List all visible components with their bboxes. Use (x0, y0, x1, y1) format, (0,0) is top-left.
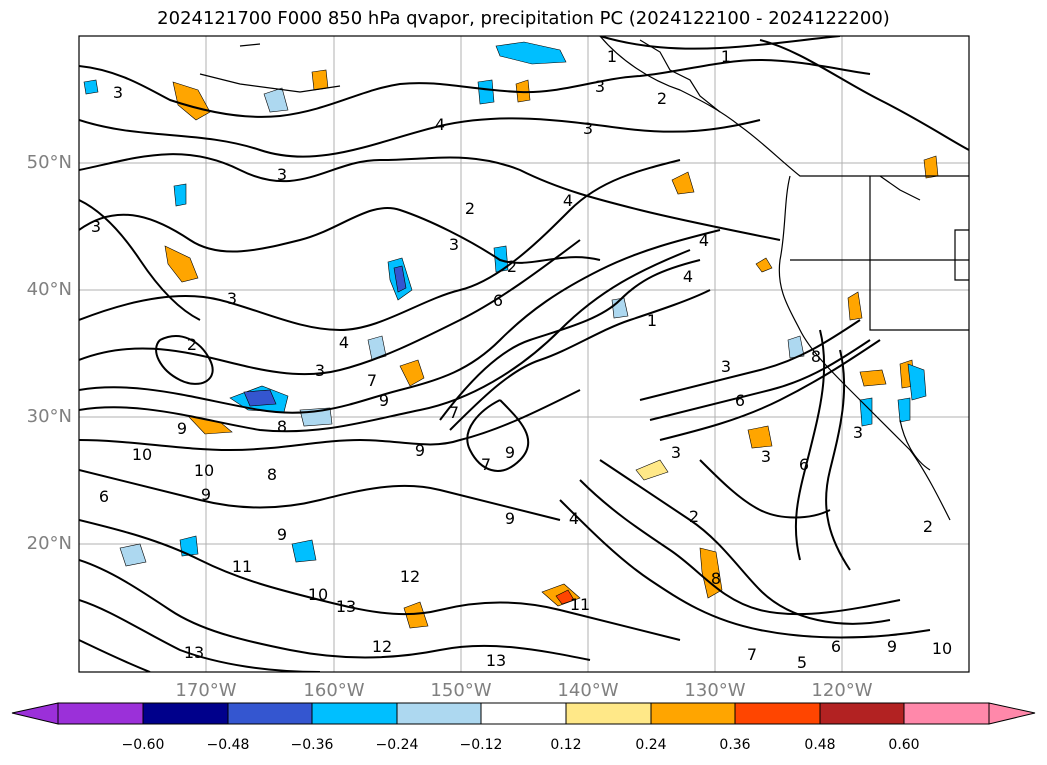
lat-label: 30°N (26, 406, 72, 427)
contour-label: 5 (797, 653, 807, 672)
contour-label: 9 (201, 485, 211, 504)
colorbar-tick: 0.36 (719, 737, 751, 753)
contour-label: 9 (505, 443, 515, 462)
contour-label: 11 (232, 557, 252, 576)
contour-label: 6 (831, 637, 841, 656)
map-title: 2024121700 F000 850 hPa qvapor, precipit… (157, 8, 890, 29)
contour-label: 3 (91, 217, 101, 236)
lon-label: 170°W (175, 680, 237, 701)
colorbar (11, 702, 1036, 725)
contour-label: 1 (647, 311, 657, 330)
contour-label: 7 (367, 371, 377, 390)
contour-label: 2 (465, 199, 475, 218)
contour-label: 8 (267, 465, 277, 484)
colorbar-tick: 0.60 (888, 737, 920, 753)
contour-label: 2 (689, 507, 699, 526)
contour-label: 6 (99, 487, 109, 506)
contour-label: 9 (277, 525, 287, 544)
contour-label: 1 (607, 47, 617, 66)
gridlines (79, 36, 969, 672)
lat-label: 40°N (26, 279, 72, 300)
lon-label: 150°W (430, 680, 492, 701)
contour-label: 7 (481, 455, 491, 474)
lon-label: 140°W (557, 680, 619, 701)
contour-label: 4 (699, 231, 709, 250)
contour-label: 9 (415, 441, 425, 460)
contour-label: 11 (570, 595, 590, 614)
contour-label: 13 (184, 643, 204, 662)
contour-label: 9 (887, 637, 897, 656)
colorbar-tick: −0.60 (121, 737, 165, 753)
contour-label: 3 (113, 83, 123, 102)
contour-label: 3 (449, 235, 459, 254)
contour-labels: 3 3 4 3 3 1 1 2 2 6 4 4 3 2 3 3 9 7 8 9 … (91, 47, 952, 672)
contour-label: 8 (277, 417, 287, 436)
contour-label: 4 (683, 267, 693, 286)
contour-label: 10 (308, 585, 328, 604)
contour-label: 4 (435, 115, 445, 134)
contour-label: 3 (315, 361, 325, 380)
contour-label: 9 (379, 391, 389, 410)
contour-label: 3 (853, 423, 863, 442)
plot-frame (78, 35, 970, 673)
contour-label: 12 (372, 637, 392, 656)
contour-label: 2 (923, 517, 933, 536)
colorbar-tick: −0.24 (375, 737, 419, 753)
lon-label: 120°W (811, 680, 873, 701)
contour-label: 10 (932, 639, 952, 658)
contour-label: 4 (563, 191, 573, 210)
lat-label: 20°N (26, 533, 72, 554)
contour-label: 8 (811, 347, 821, 366)
contour-label: 7 (449, 403, 459, 422)
colorbar-tick: −0.48 (206, 737, 250, 753)
map-plot-area: 3 3 4 3 3 1 1 2 2 6 4 4 3 2 3 3 9 7 8 9 … (79, 36, 969, 672)
contour-label: 10 (194, 461, 214, 480)
contour-label: 13 (336, 597, 356, 616)
contour-label: 3 (721, 357, 731, 376)
contour-label: 3 (595, 77, 605, 96)
contour-label: 2 (187, 335, 197, 354)
contour-label: 3 (583, 119, 593, 138)
contour-label: 3 (277, 165, 287, 184)
contour-label: 9 (177, 419, 187, 438)
contour-label: 6 (799, 455, 809, 474)
contour-label: 6 (735, 391, 745, 410)
qvapor-contours (79, 36, 969, 672)
contour-label: 4 (339, 333, 349, 352)
contour-label: 3 (761, 447, 771, 466)
contour-label: 13 (486, 651, 506, 670)
contour-label: 4 (569, 509, 579, 528)
coastlines (199, 36, 969, 521)
lat-label: 50°N (26, 152, 72, 173)
contour-label: 10 (132, 445, 152, 464)
colorbar-tick: −0.12 (459, 737, 503, 753)
precip-positive-patches (164, 69, 939, 629)
colorbar-tick: −0.36 (290, 737, 334, 753)
colorbar-tick: 0.24 (635, 737, 667, 753)
contour-label: 7 (747, 645, 757, 664)
lon-label: 130°W (684, 680, 746, 701)
lon-label: 160°W (303, 680, 365, 701)
contour-label: 3 (671, 443, 681, 462)
contour-label: 12 (400, 567, 420, 586)
contour-label: 1 (721, 47, 731, 66)
colorbar-tick: 0.12 (550, 737, 582, 753)
contour-label: 2 (507, 257, 517, 276)
contour-label: 2 (657, 89, 667, 108)
contour-label: 8 (711, 569, 721, 588)
contour-label: 9 (505, 509, 515, 528)
colorbar-tick: 0.48 (804, 737, 836, 753)
contour-label: 6 (493, 291, 503, 310)
contour-label: 3 (227, 289, 237, 308)
